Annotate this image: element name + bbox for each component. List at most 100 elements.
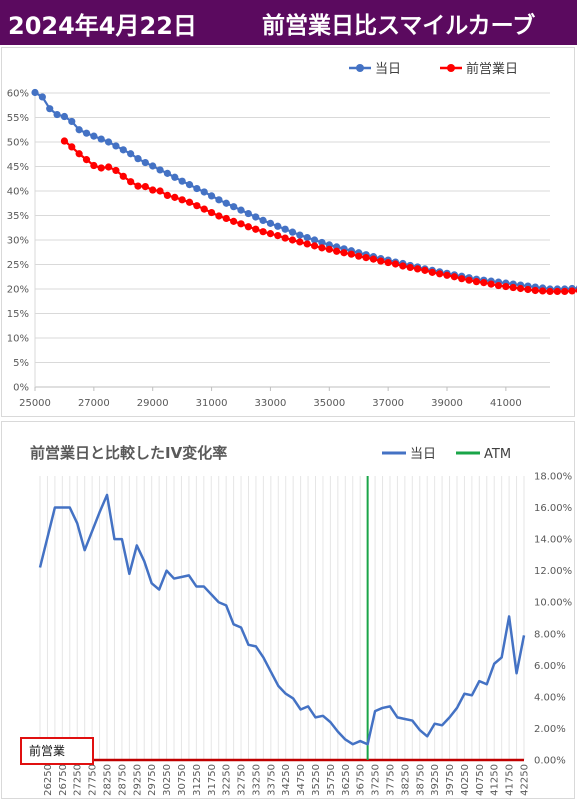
data-point-prev (171, 193, 179, 201)
x-tick-label: 41250 (490, 764, 501, 796)
legend-today-label: 当日 (375, 62, 401, 77)
data-point-today (82, 129, 91, 137)
data-point-prev (156, 187, 164, 195)
data-point-prev (355, 252, 363, 260)
data-point-prev (112, 166, 120, 175)
data-point-prev (531, 286, 539, 295)
y-tick-label: 0% (13, 383, 29, 394)
data-point-today (207, 192, 216, 200)
data-point-prev (406, 263, 414, 272)
data-point-prev (193, 202, 201, 210)
data-point-today (156, 166, 164, 174)
x-tick-label: 33000 (255, 398, 287, 409)
data-point-today (230, 203, 238, 211)
x-tick-label: 28250 (103, 764, 114, 796)
x-tick-label: 35750 (326, 764, 337, 796)
data-point-prev (509, 283, 517, 292)
x-tick-label: 36250 (341, 764, 352, 796)
x-tick-label: 41750 (505, 764, 516, 796)
data-point-prev (310, 242, 319, 250)
data-point-prev (443, 271, 451, 279)
iv-chart-title: 前営業日と比較したIV変化率 (30, 444, 227, 462)
data-point-today (178, 177, 186, 185)
y-tick-label: 2.00% (534, 724, 566, 735)
x-tick-label: 29750 (147, 764, 158, 796)
legend-atm-label: ATM (484, 447, 511, 462)
legend-prev-label: 前営業日 (466, 61, 518, 77)
data-point-today (244, 209, 252, 218)
data-point-prev (487, 280, 495, 288)
data-point-prev (561, 287, 569, 296)
data-point-today (112, 142, 120, 150)
x-tick-label: 40750 (475, 764, 486, 796)
y-tick-label: 4.00% (534, 692, 566, 703)
data-point-today (75, 126, 83, 134)
data-point-prev (274, 231, 282, 240)
header-date: 2024年4月22日 (8, 12, 197, 40)
x-tick-label: 27250 (73, 764, 84, 796)
data-point-prev (90, 161, 98, 170)
data-point-today (259, 216, 267, 224)
data-point-prev (347, 250, 355, 258)
x-tick-label: 30250 (162, 764, 173, 796)
data-point-today (31, 88, 39, 97)
data-point-prev (465, 276, 473, 284)
x-tick-label: 39250 (430, 764, 441, 796)
data-point-prev (568, 287, 576, 295)
data-point-prev (252, 225, 260, 233)
data-point-today (252, 213, 260, 221)
data-point-prev (369, 255, 378, 263)
x-tick-label: 26250 (43, 764, 54, 796)
legend-today-label-2: 当日 (410, 447, 436, 462)
y-tick-label: 30% (7, 236, 29, 247)
data-point-prev (539, 287, 547, 295)
data-point-today (53, 110, 61, 119)
data-point-prev (163, 191, 172, 200)
data-point-today (274, 222, 282, 230)
data-point-prev (185, 198, 194, 206)
y-tick-label: 8.00% (534, 629, 566, 640)
x-tick-label: 32750 (237, 764, 248, 796)
x-tick-label: 26750 (58, 764, 69, 796)
data-point-prev (362, 254, 370, 262)
data-point-prev (134, 182, 142, 190)
x-tick-label: 39000 (431, 398, 463, 409)
data-point-today (288, 228, 297, 236)
x-tick-label: 32250 (222, 764, 233, 796)
data-point-prev (149, 186, 157, 194)
data-point-today (60, 112, 69, 121)
x-tick-label: 31000 (196, 398, 228, 409)
baseline-label-box: 前営業 (20, 737, 94, 765)
data-point-prev (141, 182, 149, 191)
data-point-prev (288, 236, 297, 244)
data-point-prev (75, 150, 83, 158)
data-point-prev (516, 284, 525, 293)
iv-change-panel (1, 421, 575, 799)
x-tick-label: 33750 (266, 764, 277, 796)
x-tick-label: 39750 (445, 764, 456, 796)
x-tick-label: 37000 (372, 398, 404, 409)
data-point-today (46, 105, 54, 113)
data-point-prev (68, 143, 76, 151)
data-point-prev (458, 275, 466, 283)
data-point-prev (207, 208, 216, 217)
data-point-prev (104, 163, 113, 171)
data-point-today (134, 155, 142, 163)
data-point-today (38, 93, 46, 101)
data-point-today (193, 184, 201, 193)
header-banner: 2024年4月22日 前営業日比スマイルカーブ (0, 0, 577, 45)
legend-today-marker (356, 64, 364, 72)
data-point-prev (200, 205, 208, 213)
data-point-prev (391, 260, 400, 268)
data-point-prev (421, 266, 429, 274)
y-tick-label: 60% (7, 89, 29, 100)
data-point-prev (60, 137, 69, 145)
data-point-prev (399, 262, 407, 270)
x-tick-label: 33250 (251, 764, 262, 796)
data-point-prev (480, 279, 488, 287)
header-title: 前営業日比スマイルカーブ (262, 13, 536, 39)
data-point-prev (318, 244, 326, 252)
data-point-prev (524, 285, 532, 294)
data-point-prev (303, 240, 311, 248)
series-line-prev (63, 140, 577, 293)
